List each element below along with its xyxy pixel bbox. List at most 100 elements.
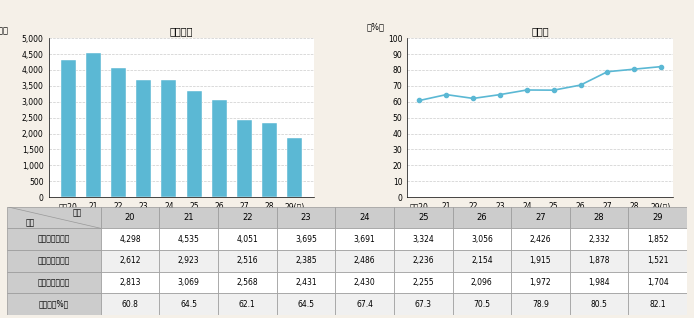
Text: 27: 27 <box>535 213 545 222</box>
Text: 26: 26 <box>477 213 487 222</box>
Bar <box>511 272 570 293</box>
Bar <box>629 207 687 228</box>
Text: 78.9: 78.9 <box>532 300 549 308</box>
Title: 認知件数: 認知件数 <box>170 26 193 36</box>
Text: 3,056: 3,056 <box>471 235 493 244</box>
Text: 2,923: 2,923 <box>178 256 199 265</box>
Text: 検挙率（%）: 検挙率（%） <box>39 300 69 308</box>
Text: 3,695: 3,695 <box>295 235 317 244</box>
Text: 2,612: 2,612 <box>119 256 141 265</box>
Bar <box>335 250 394 272</box>
Text: 67.3: 67.3 <box>415 300 432 308</box>
Bar <box>452 272 511 293</box>
Text: 2,486: 2,486 <box>354 256 375 265</box>
Text: 区分: 区分 <box>26 218 35 227</box>
Bar <box>262 123 277 197</box>
Text: 2,813: 2,813 <box>119 278 141 287</box>
Text: 検挙件数（件）: 検挙件数（件） <box>37 256 70 265</box>
Text: 2,236: 2,236 <box>412 256 434 265</box>
Bar <box>7 250 101 272</box>
Bar <box>394 207 452 228</box>
Text: 4,051: 4,051 <box>237 235 258 244</box>
Bar <box>511 250 570 272</box>
Bar <box>160 207 218 228</box>
Bar <box>277 207 335 228</box>
Text: 2,568: 2,568 <box>237 278 258 287</box>
Text: 3,069: 3,069 <box>178 278 200 287</box>
Bar <box>394 228 452 250</box>
Bar <box>335 293 394 315</box>
Text: 3,691: 3,691 <box>354 235 375 244</box>
Bar <box>212 100 227 197</box>
Text: 64.5: 64.5 <box>298 300 314 308</box>
Bar <box>335 272 394 293</box>
Text: 2,154: 2,154 <box>471 256 493 265</box>
Bar <box>570 228 629 250</box>
Text: 3,324: 3,324 <box>412 235 434 244</box>
Text: 28: 28 <box>594 213 604 222</box>
Text: 1,878: 1,878 <box>589 256 610 265</box>
Bar <box>218 293 277 315</box>
Text: 4,535: 4,535 <box>178 235 200 244</box>
Text: 2,516: 2,516 <box>237 256 258 265</box>
Bar <box>452 228 511 250</box>
Bar <box>237 120 252 197</box>
Text: 29: 29 <box>652 213 663 222</box>
Bar <box>187 92 202 197</box>
Bar <box>277 293 335 315</box>
Text: 2,096: 2,096 <box>471 278 493 287</box>
Bar <box>111 68 126 197</box>
Bar <box>629 250 687 272</box>
Bar <box>335 228 394 250</box>
Text: 24: 24 <box>359 213 370 222</box>
Title: 検挙率: 検挙率 <box>532 26 549 36</box>
Text: 70.5: 70.5 <box>473 300 491 308</box>
Text: 20: 20 <box>125 213 135 222</box>
Bar <box>629 293 687 315</box>
Text: 67.4: 67.4 <box>356 300 373 308</box>
Bar <box>511 293 570 315</box>
Bar <box>277 228 335 250</box>
Text: 1,704: 1,704 <box>647 278 668 287</box>
Y-axis label: （%）: （%） <box>366 23 384 32</box>
Text: 23: 23 <box>301 213 312 222</box>
Text: 1,984: 1,984 <box>589 278 610 287</box>
Text: 1,852: 1,852 <box>647 235 668 244</box>
Bar <box>277 250 335 272</box>
Bar <box>452 250 511 272</box>
Bar <box>452 207 511 228</box>
Bar <box>101 272 160 293</box>
Bar <box>218 228 277 250</box>
Text: 80.5: 80.5 <box>591 300 607 308</box>
Text: 1,521: 1,521 <box>647 256 668 265</box>
Bar <box>570 272 629 293</box>
Text: 2,385: 2,385 <box>295 256 316 265</box>
Bar <box>7 207 101 228</box>
Bar <box>629 272 687 293</box>
Bar <box>570 250 629 272</box>
Bar <box>160 272 218 293</box>
Bar <box>570 207 629 228</box>
Text: 25: 25 <box>418 213 428 222</box>
Bar <box>101 228 160 250</box>
Bar <box>511 228 570 250</box>
Bar <box>511 207 570 228</box>
Text: 2,426: 2,426 <box>530 235 551 244</box>
Text: 2,430: 2,430 <box>354 278 375 287</box>
Bar <box>7 293 101 315</box>
Bar <box>160 250 218 272</box>
Bar <box>7 272 101 293</box>
Bar <box>570 293 629 315</box>
Text: 64.5: 64.5 <box>180 300 197 308</box>
Bar <box>60 60 76 197</box>
Text: 検挙人員（人）: 検挙人員（人） <box>37 278 70 287</box>
Text: 4,298: 4,298 <box>119 235 141 244</box>
Bar <box>394 250 452 272</box>
Bar <box>394 293 452 315</box>
Bar <box>277 272 335 293</box>
Text: 21: 21 <box>183 213 194 222</box>
Text: 60.8: 60.8 <box>121 300 139 308</box>
Text: 年次: 年次 <box>73 209 82 218</box>
Text: 認知件数（件）: 認知件数（件） <box>37 235 70 244</box>
Bar <box>101 207 160 228</box>
